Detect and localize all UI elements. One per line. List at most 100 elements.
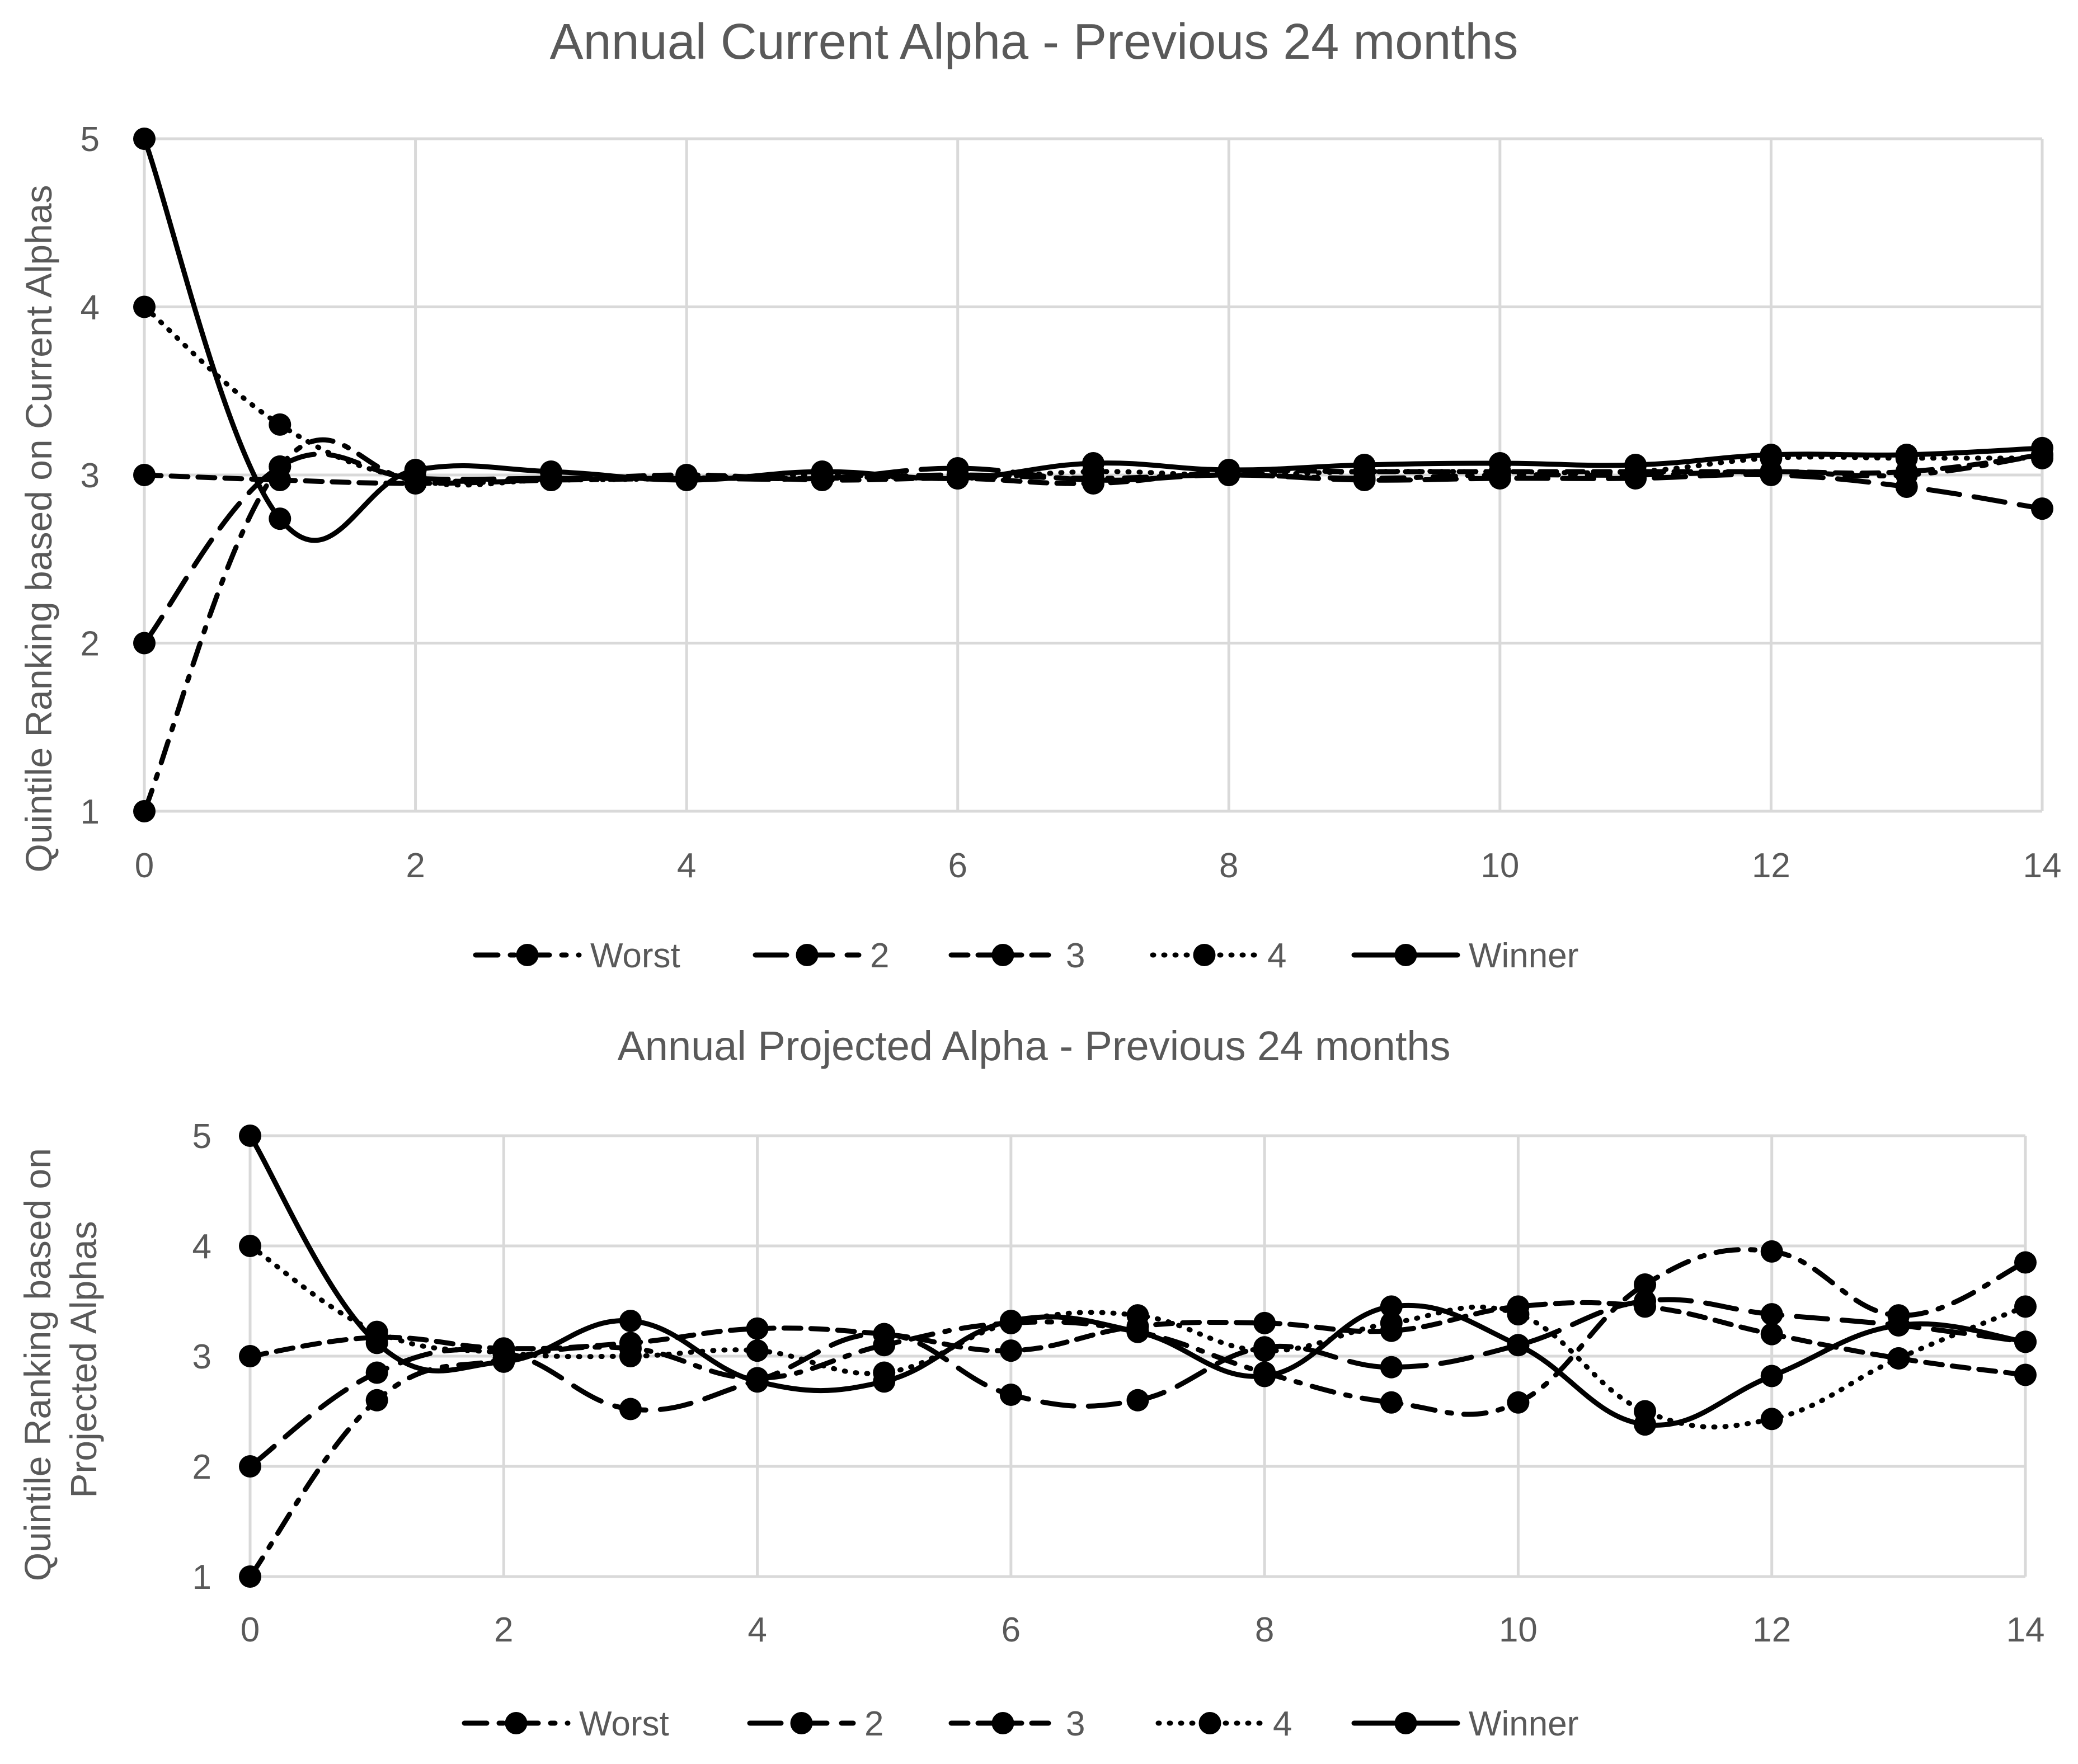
chart-projected-alpha: Annual Projected Alpha - Previous 24 mon… — [17, 1023, 2044, 1743]
data-point — [2014, 1251, 2037, 1274]
data-point — [1634, 1413, 1657, 1436]
data-point — [239, 1565, 261, 1588]
legend-item: Worst — [473, 937, 680, 975]
y-tick-label: 2 — [81, 625, 100, 664]
legend-label: Winner — [1469, 937, 1578, 975]
legend-swatch-marker — [1394, 944, 1417, 966]
data-point — [1126, 1304, 1149, 1327]
data-point — [811, 460, 834, 483]
data-point — [873, 1370, 896, 1393]
data-point — [1253, 1311, 1276, 1334]
data-point — [2014, 1330, 2037, 1353]
x-tick-label: 8 — [1255, 1611, 1274, 1649]
series-line — [142, 437, 2045, 814]
data-point — [619, 1309, 642, 1332]
data-point — [404, 458, 427, 481]
data-point — [1380, 1295, 1403, 1318]
series-worst — [133, 437, 2053, 822]
x-tick-label: 14 — [2006, 1611, 2045, 1649]
legend-label: 2 — [864, 1705, 883, 1743]
legend-item: Worst — [462, 1705, 669, 1743]
data-point — [365, 1332, 388, 1354]
y-tick-label: 5 — [81, 120, 100, 159]
y-tick-label: 1 — [192, 1558, 211, 1597]
legend-swatch-marker — [991, 1712, 1014, 1734]
data-point — [746, 1370, 769, 1393]
data-point — [269, 507, 292, 530]
data-point — [133, 464, 156, 486]
data-point — [239, 1345, 261, 1367]
legend-swatch-marker — [790, 1712, 813, 1734]
data-point — [239, 1125, 261, 1147]
legend-label: Worst — [590, 937, 680, 975]
data-point — [2014, 1363, 2037, 1386]
y-tick-label: 2 — [192, 1448, 211, 1487]
series-winner — [133, 128, 2053, 543]
data-point — [1634, 1273, 1657, 1296]
y-tick-label: 4 — [192, 1227, 211, 1266]
legend-label: 4 — [1267, 937, 1286, 975]
legend-label: Winner — [1469, 1705, 1578, 1743]
data-point — [269, 413, 292, 436]
legend-label: Worst — [579, 1705, 669, 1743]
data-point — [239, 1455, 261, 1478]
data-point — [1760, 443, 1783, 466]
x-tick-label: 6 — [1002, 1611, 1021, 1649]
data-point — [1217, 458, 1240, 481]
data-point — [1760, 1365, 1783, 1387]
x-tick-label: 12 — [1752, 1611, 1791, 1649]
x-tick-label: 4 — [747, 1611, 767, 1649]
data-point — [2014, 1295, 2037, 1318]
data-point — [1353, 453, 1376, 476]
series-line — [247, 1133, 2028, 1428]
legend-item: 4 — [1150, 937, 1286, 975]
x-tick-label: 10 — [1499, 1611, 1538, 1649]
data-point — [1126, 1389, 1149, 1412]
legend-swatch-marker — [516, 944, 539, 966]
x-tick-label: 2 — [494, 1611, 513, 1649]
data-point — [1126, 1320, 1149, 1343]
legend-item: 4 — [1155, 1705, 1292, 1743]
data-point — [539, 460, 562, 483]
legend-item: 3 — [948, 937, 1085, 975]
data-point — [133, 800, 156, 822]
data-point — [1380, 1391, 1403, 1414]
legend-label: 3 — [1066, 937, 1085, 975]
data-point — [1760, 1323, 1783, 1346]
chart-current-alpha: Annual Current Alpha - Previous 24 month… — [18, 14, 2061, 975]
data-point — [1488, 451, 1511, 474]
x-tick-label: 12 — [1752, 846, 1790, 885]
data-point — [1380, 1311, 1403, 1334]
series-line — [142, 304, 2045, 488]
data-point — [1760, 1303, 1783, 1326]
data-point — [365, 1389, 388, 1412]
data-point — [1380, 1356, 1403, 1379]
x-tick-label: 2 — [406, 846, 425, 885]
data-point — [675, 469, 698, 492]
legend-item: Winner — [1351, 1705, 1578, 1743]
data-point — [873, 1323, 896, 1346]
legend-swatch-marker — [796, 944, 819, 966]
data-point — [133, 295, 156, 318]
x-tick-label: 6 — [948, 846, 967, 885]
data-point — [239, 1235, 261, 1257]
y-tick-label: 5 — [192, 1117, 211, 1156]
data-point — [1634, 1295, 1657, 1318]
legend-item: 3 — [948, 1705, 1085, 1743]
y-tick-label: 4 — [81, 289, 100, 327]
data-point — [1624, 453, 1647, 476]
data-point — [492, 1350, 515, 1373]
chart-title: Annual Projected Alpha - Previous 24 mon… — [617, 1023, 1450, 1069]
x-tick-label: 10 — [1480, 846, 1519, 885]
data-point — [2031, 497, 2053, 520]
x-tick-label: 14 — [2023, 846, 2062, 885]
data-point — [1253, 1339, 1276, 1362]
data-point — [1507, 1391, 1530, 1414]
data-point — [946, 467, 969, 490]
data-point — [1760, 1240, 1783, 1263]
data-point — [1760, 1408, 1783, 1431]
data-point — [746, 1339, 769, 1362]
data-point — [999, 1309, 1022, 1332]
data-point — [133, 632, 156, 655]
